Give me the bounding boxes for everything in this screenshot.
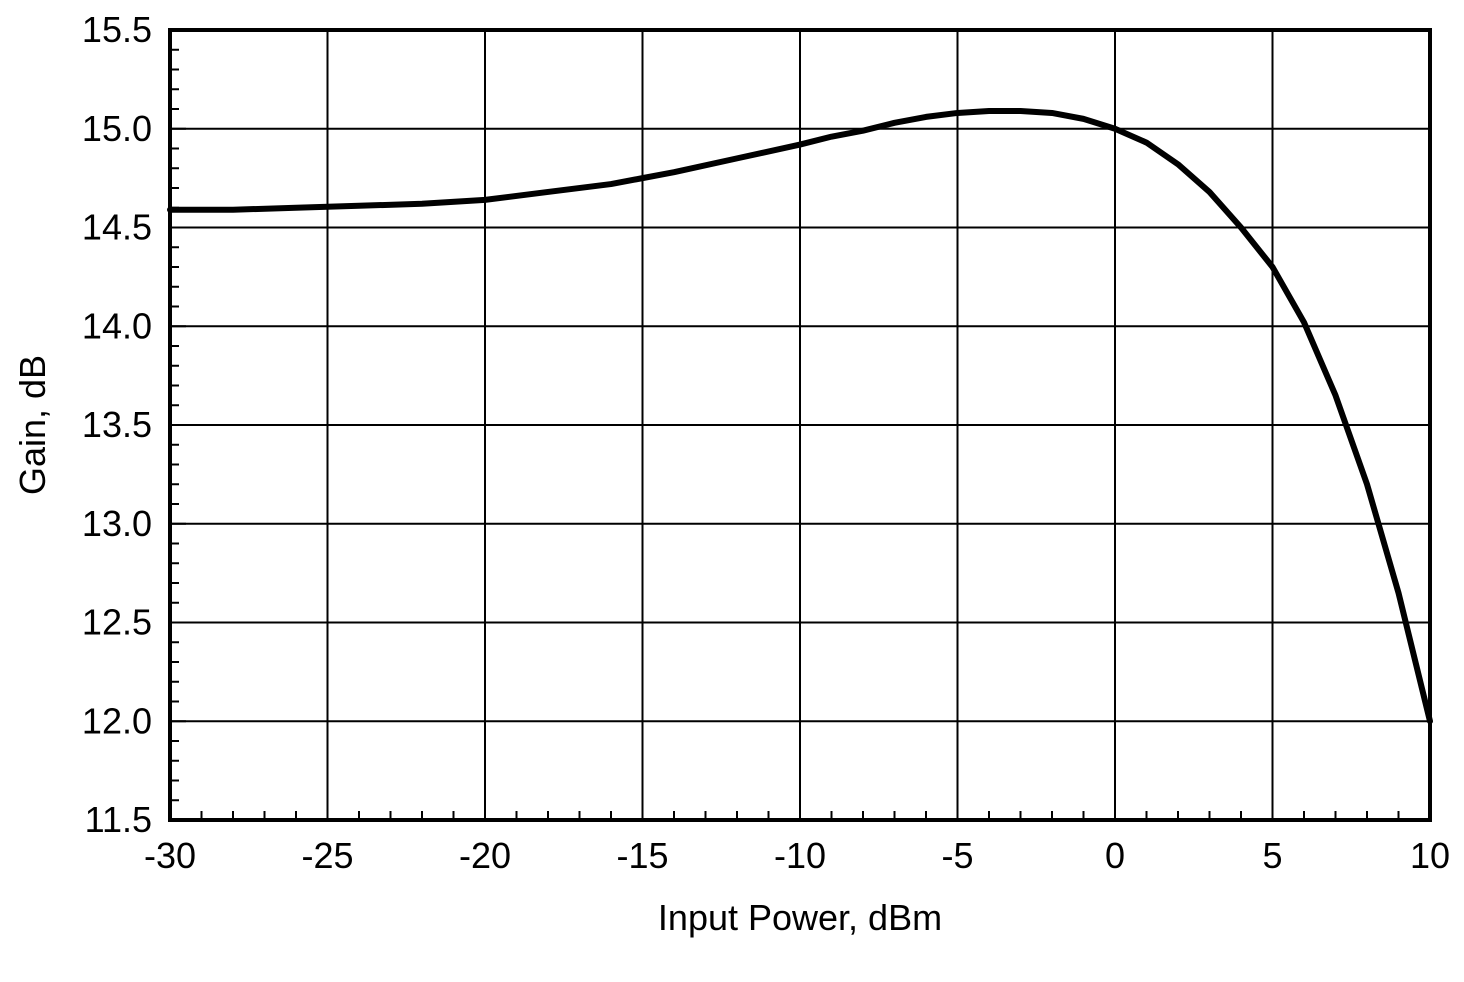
chart-svg: -30 -25 -20 -15 -10 -5 0 5 10 11.5 12.0 12.5 13.0 13.… (0, 0, 1464, 982)
y-axis-label: Gain, dB (12, 355, 53, 495)
y-tick-label: 12.0 (82, 700, 152, 741)
x-tick-label: -20 (459, 835, 511, 876)
x-tick-label: -15 (616, 835, 668, 876)
y-tick-label: 12.5 (82, 602, 152, 643)
y-tick-label: 15.0 (82, 108, 152, 149)
x-axis-label: Input Power, dBm (658, 897, 942, 938)
x-tick-label: 5 (1262, 835, 1282, 876)
x-tick-label: 10 (1410, 835, 1450, 876)
y-tick-label: 14.0 (82, 305, 152, 346)
x-tick-label: -30 (144, 835, 196, 876)
y-tick-label: 11.5 (85, 799, 152, 840)
x-tick-label: -25 (301, 835, 353, 876)
y-tick-label: 13.0 (82, 503, 152, 544)
x-tick-label: -10 (774, 835, 826, 876)
x-tick-label: -5 (941, 835, 973, 876)
y-tick-label: 14.5 (82, 207, 152, 248)
gain-chart: -30 -25 -20 -15 -10 -5 0 5 10 11.5 12.0 12.5 13.0 13.… (0, 0, 1464, 982)
y-tick-label: 13.5 (82, 404, 152, 445)
x-tick-label: 0 (1105, 835, 1125, 876)
chart-background (0, 0, 1464, 982)
y-tick-label: 15.5 (82, 9, 152, 50)
